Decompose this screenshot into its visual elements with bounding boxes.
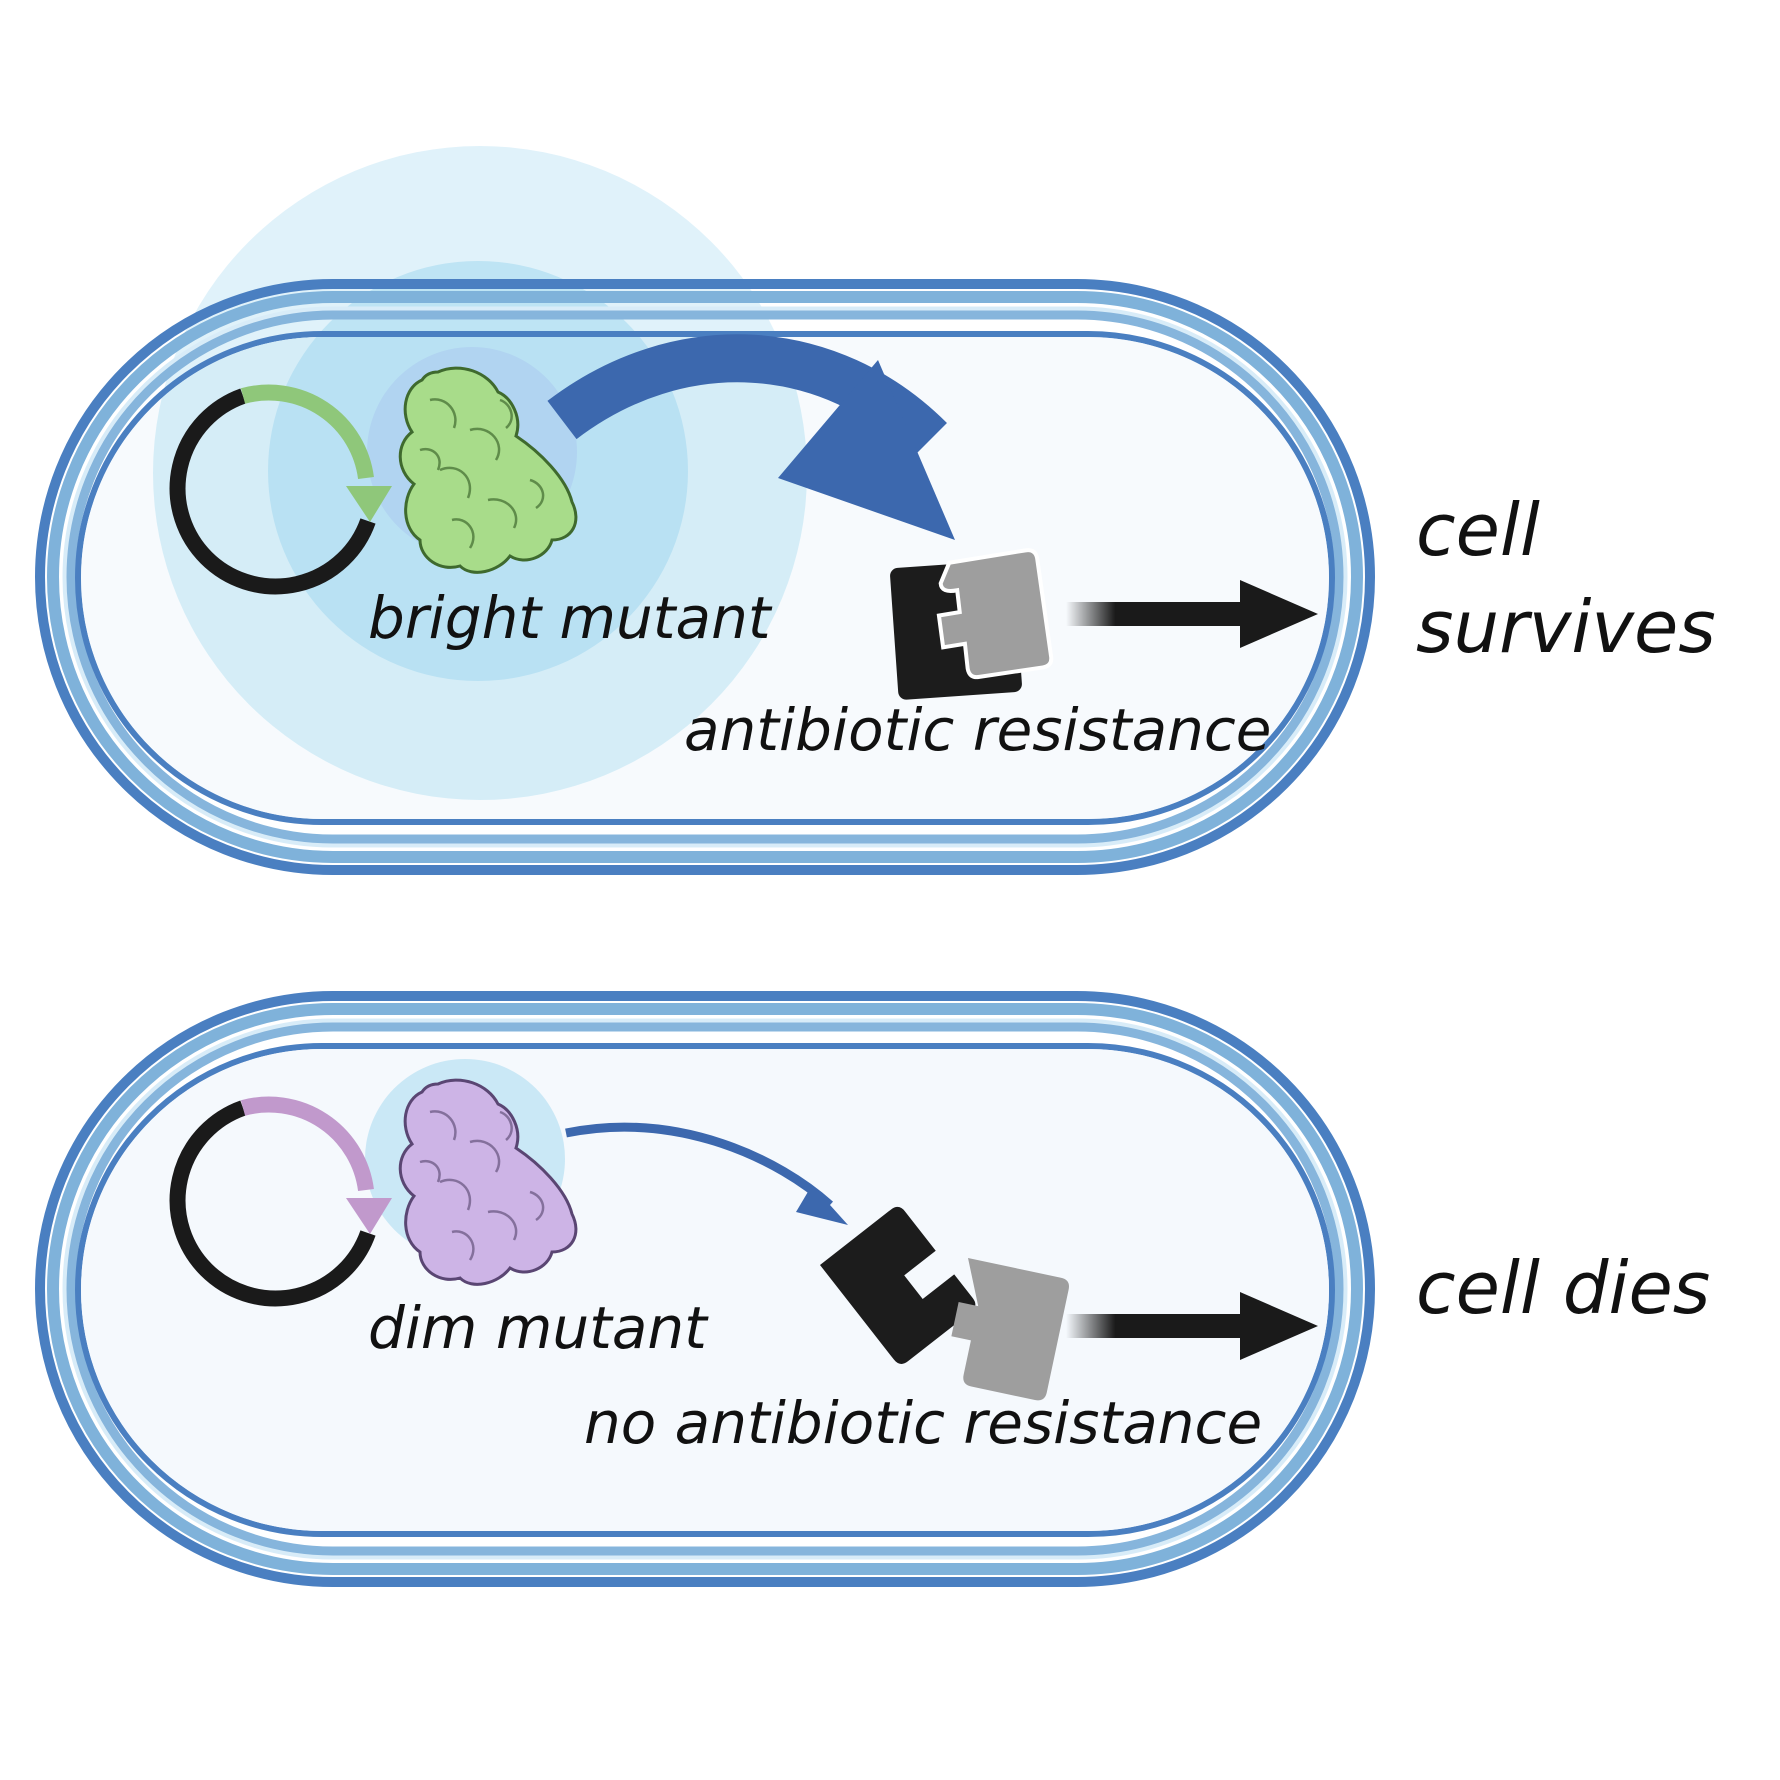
gene-arrow: [240, 1096, 374, 1192]
outcome-label: cell dies: [1416, 1246, 1710, 1330]
signal-arrow-strong: [547, 334, 955, 540]
protein-bright: [398, 366, 578, 574]
protein-dim: [398, 1078, 578, 1286]
outcome-label-line1: cell: [1416, 488, 1540, 572]
fragment-light: [936, 548, 1054, 680]
gene-arrowhead: [346, 1198, 392, 1234]
resistance-label: no antibiotic resistance: [584, 1389, 1262, 1457]
panel-dim: dim mutant no antibiotic resistance cell…: [35, 991, 1710, 1587]
resistance-label: antibiotic resistance: [684, 696, 1271, 764]
resistance-complex: [890, 548, 1054, 700]
outcome-label-line2: survives: [1416, 585, 1716, 669]
resistance-fragments: [820, 1206, 1069, 1401]
signal-arrow-weak: [565, 1122, 848, 1225]
fragment-light: [951, 1258, 1069, 1401]
outcome-arrow: [1066, 1292, 1318, 1360]
mutant-label: dim mutant: [368, 1294, 709, 1362]
mutant-label: bright mutant: [368, 584, 773, 652]
cell-membrane: [35, 991, 1375, 1587]
plasmid: [169, 1096, 392, 1307]
gene-arrowhead: [346, 486, 392, 522]
cell-membrane: [35, 279, 1375, 875]
panel-bright: bright mutant antibiotic resistance cell…: [35, 146, 1716, 875]
gene-arrow: [240, 384, 374, 480]
outcome-arrow: [1066, 580, 1318, 648]
fragment-dark: [820, 1206, 976, 1364]
plasmid: [169, 384, 392, 595]
cytoplasm: [81, 1049, 1329, 1531]
